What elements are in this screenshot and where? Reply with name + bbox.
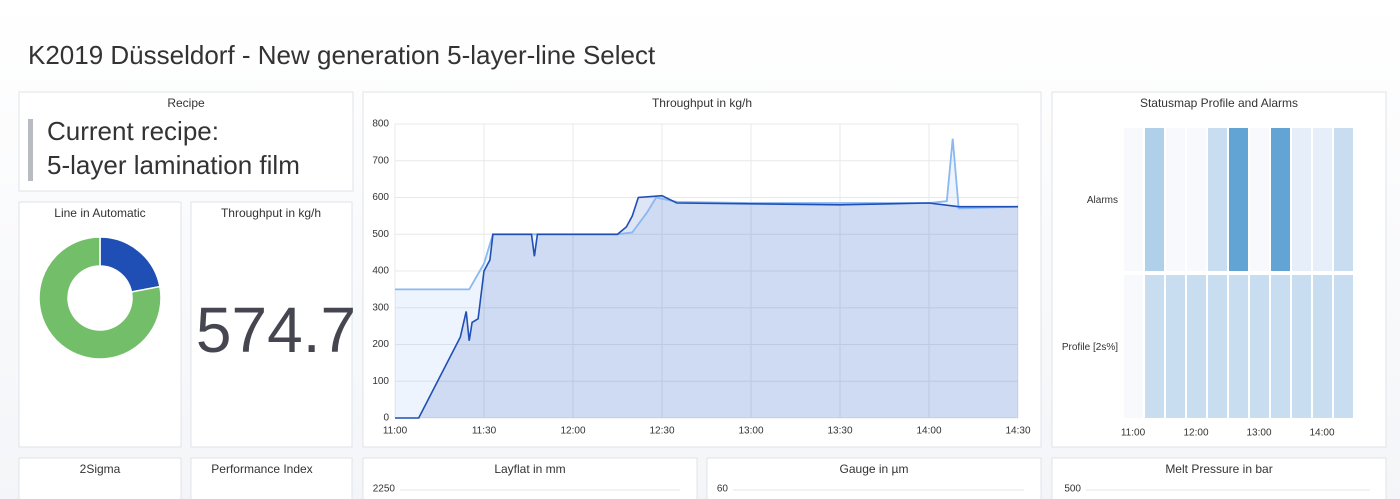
status-cell (1166, 128, 1185, 271)
panel (706, 457, 1042, 499)
status-cell (1145, 275, 1164, 418)
status-cell (1145, 128, 1164, 271)
y-tick-label: 200 (372, 339, 389, 350)
status-cell (1166, 275, 1185, 418)
panel (190, 201, 353, 448)
status-cell (1208, 275, 1227, 418)
stat-value: 574.7 (196, 294, 356, 366)
panel-title: Layflat in mm (494, 462, 565, 476)
panel-title: Throughput in kg/h (652, 96, 752, 110)
y-tick-label: 300 (372, 302, 389, 313)
x-tick-label: 13:30 (827, 426, 852, 437)
row-label: Alarms (1087, 195, 1118, 206)
status-cell (1187, 275, 1206, 418)
x-tick-label: 12:00 (1183, 428, 1208, 439)
status-cell (1292, 275, 1311, 418)
x-tick-label: 13:00 (738, 426, 763, 437)
status-cell (1250, 275, 1269, 418)
status-cell (1250, 128, 1269, 271)
x-tick-label: 12:00 (560, 426, 585, 437)
y-tick-label: 100 (372, 376, 389, 387)
status-cell (1313, 275, 1332, 418)
panel (362, 91, 1042, 448)
panel (362, 457, 698, 499)
y-tick-label: 700 (372, 155, 389, 166)
series-area (395, 138, 1018, 418)
panel (18, 91, 354, 192)
x-tick-label: 14:30 (1005, 426, 1030, 437)
status-cell (1124, 128, 1143, 271)
x-tick-label: 11:00 (383, 426, 408, 437)
page-title: K2019 Düsseldorf - New generation 5-laye… (28, 40, 656, 70)
status-cell (1229, 128, 1248, 271)
y-tick-label: 0 (383, 413, 389, 424)
series-line (395, 194, 1018, 419)
panel (190, 457, 353, 499)
y-tick-label: 600 (372, 192, 389, 203)
panel-title: Line in Automatic (54, 206, 145, 220)
status-cell (1292, 128, 1311, 271)
status-cell (1271, 128, 1290, 271)
series-area (395, 195, 1018, 418)
status-cell (1271, 275, 1290, 418)
x-tick-label: 14:00 (1309, 428, 1334, 439)
panel (1051, 457, 1387, 499)
x-tick-label: 11:30 (472, 426, 497, 437)
panel (18, 457, 182, 499)
panel-title: Melt Pressure in bar (1165, 462, 1272, 476)
panel-title: Throughput in kg/h (221, 206, 321, 220)
y-tick-label: 800 (372, 119, 389, 130)
y-tick-label: 400 (372, 266, 389, 277)
status-cell (1313, 128, 1332, 271)
panel-title: Statusmap Profile and Alarms (1140, 96, 1298, 110)
status-cell (1334, 275, 1353, 418)
row-label: Profile [2s%] (1062, 342, 1118, 353)
recipe-line: Current recipe: (47, 116, 219, 146)
quote-bar (28, 119, 33, 181)
status-cell (1124, 275, 1143, 418)
status-cell (1334, 128, 1353, 271)
status-cell (1208, 128, 1227, 271)
x-tick-label: 11:00 (1121, 428, 1146, 439)
status-cell (1187, 128, 1206, 271)
donut-slice (38, 236, 162, 360)
series-line (395, 138, 1019, 291)
y-tick-label: 60 (717, 484, 729, 495)
panel-title: Recipe (167, 96, 205, 110)
x-tick-label: 14:00 (916, 426, 941, 437)
recipe-line: 5-layer lamination film (47, 150, 300, 180)
x-tick-label: 13:00 (1246, 428, 1271, 439)
y-tick-label: 500 (1064, 484, 1081, 495)
panel-title: 2Sigma (80, 462, 121, 476)
x-tick-label: 12:30 (649, 426, 674, 437)
status-cell (1229, 275, 1248, 418)
y-tick-label: 2250 (373, 484, 396, 495)
panel-title: Gauge in µm (840, 462, 909, 476)
panel-title: Performance Index (211, 462, 312, 476)
y-tick-label: 500 (372, 229, 389, 240)
